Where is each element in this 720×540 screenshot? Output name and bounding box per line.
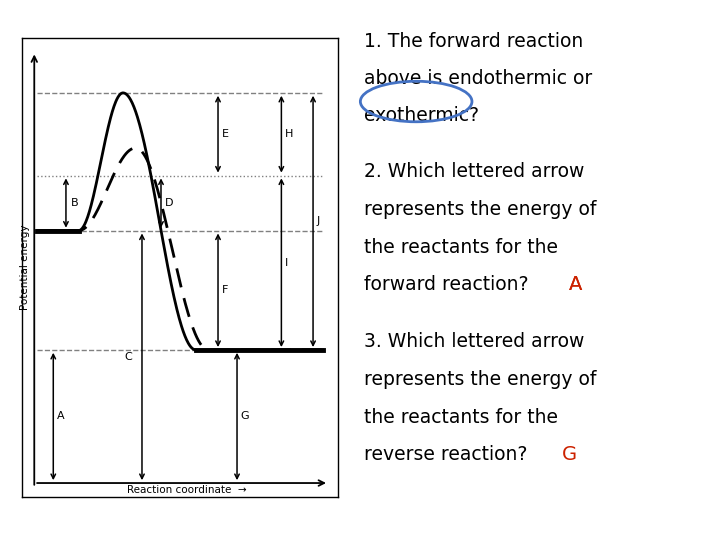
Text: B: B: [71, 198, 78, 208]
Text: the reactants for the: the reactants for the: [364, 238, 557, 256]
Text: 1. The forward reaction: 1. The forward reaction: [364, 32, 583, 51]
Text: D: D: [165, 198, 174, 208]
Text: reverse reaction?: reverse reaction?: [364, 446, 527, 464]
Text: H: H: [285, 129, 294, 139]
Text: I: I: [285, 258, 289, 268]
Text: forward reaction?: forward reaction?: [364, 275, 528, 294]
Text: A: A: [57, 411, 65, 422]
Text: Potential energy: Potential energy: [19, 225, 30, 310]
Text: F: F: [222, 285, 228, 295]
Text: A: A: [569, 275, 582, 294]
Text: represents the energy of: represents the energy of: [364, 370, 596, 389]
Text: G: G: [562, 446, 577, 464]
Text: exothermic?: exothermic?: [364, 106, 479, 125]
Text: A: A: [569, 275, 582, 294]
Text: the reactants for the: the reactants for the: [364, 408, 557, 427]
Text: 3. Which lettered arrow: 3. Which lettered arrow: [364, 332, 584, 351]
Text: 2. Which lettered arrow: 2. Which lettered arrow: [364, 162, 584, 181]
Text: Reaction coordinate  →: Reaction coordinate →: [127, 484, 246, 495]
Text: E: E: [222, 129, 229, 139]
Text: J: J: [317, 217, 320, 226]
Text: G: G: [240, 411, 249, 422]
Text: above is endothermic or: above is endothermic or: [364, 69, 592, 88]
Text: represents the energy of: represents the energy of: [364, 200, 596, 219]
Text: C: C: [125, 352, 132, 362]
